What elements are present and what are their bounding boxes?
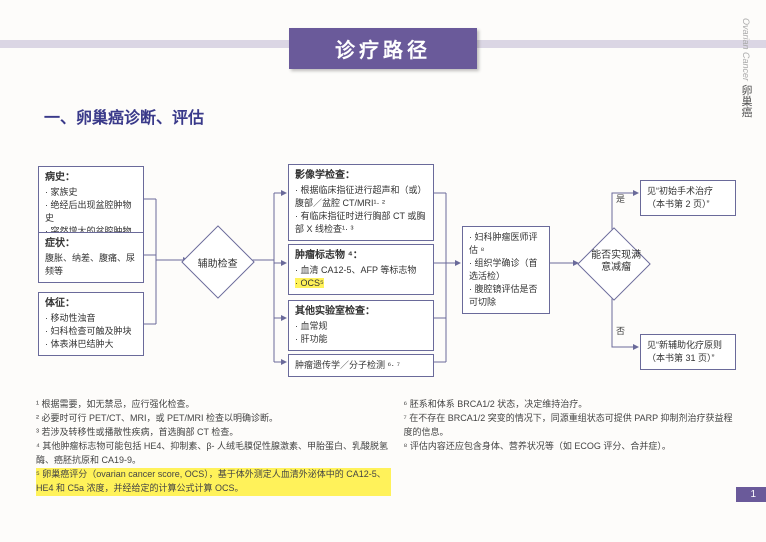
side-label: Ovarian Cancer 卵巢癌 [738,18,754,117]
section-title: 一、卵巢癌诊断、评估 [44,104,204,128]
page-title: 诊疗路径 [335,40,431,62]
decision-label: 能否实现满意减瘤 [591,250,641,274]
node-signs: 体征： · 移动性浊音 · 妇科检查可触及肿块 · 体表淋巴结肿大 [38,292,144,356]
node-out-no: 见“新辅助化疗原则（本书第 31 页）” [640,334,736,370]
side-cn: 卵巢癌 [740,84,752,117]
page-title-bar: 诊疗路径 [289,28,477,69]
imaging-i0: · 根据临床指征进行超声和（或）腹部／盆腔 CT/MRI¹· ² [295,184,427,210]
markers-i1-hl: · OCS⁵ [295,278,324,288]
history-i1: · 绝经后出现盆腔肿物史 [45,199,137,225]
node-symptoms: 症状： 腹胀、纳差、腹痛、尿频等 [38,232,144,283]
footnotes-right: ⁶ 胚系和体系 BRCA1/2 状态，决定维持治疗。 ⁷ 在不存在 BRCA1/… [404,398,734,454]
fn-r1: ⁷ 在不存在 BRCA1/2 突变的情况下，同源重组状态可提供 PARP 抑制剂… [404,412,734,440]
fn-l1: ² 必要时可行 PET/CT、MRI，或 PET/MRI 检查以明确诊断。 [36,412,391,426]
node-markers: 肿瘤标志物 ⁴： · 血清 CA12-5、AFP 等标志物 · OCS⁵ [288,244,434,295]
signs-title: 体征： [45,297,137,312]
markers-i1: · OCS⁵ [295,277,427,290]
fn-r0: ⁶ 胚系和体系 BRCA1/2 状态，决定维持治疗。 [404,398,734,412]
imaging-i1: · 有临床指征时进行胸部 CT 或胸部 X 线检查¹· ³ [295,210,427,236]
node-aux-diamond: 辅助检查 [181,225,255,299]
page-number-tab: 1 [736,487,766,502]
eval-i2: · 腹腔镜评估是否可切除 [469,283,543,309]
eval-i0: · 妇科肿瘤医师评估 ⁸ [469,231,543,257]
fn-l-hl: ⁵ 卵巢癌评分（ovarian cancer score, OCS），基于体外测… [36,468,391,496]
node-genetics: 肿瘤遗传学／分子检测 ⁶· ⁷ [288,354,434,377]
markers-i0: · 血清 CA12-5、AFP 等标志物 [295,264,427,277]
node-decision-diamond: 能否实现满意减瘤 [577,227,651,301]
node-out-yes: 见“初始手术治疗（本书第 2 页）” [640,180,736,216]
fn-l0: ¹ 根据需要，如无禁忌，应行强化检查。 [36,398,391,412]
footnotes: ¹ 根据需要，如无禁忌，应行强化检查。 ² 必要时可行 PET/CT、MRI，或… [36,398,736,496]
labs-i0: · 血常规 [295,320,427,333]
labs-i1: · 肝功能 [295,333,427,346]
aux-label: 辅助检查 [195,255,241,270]
imaging-title: 影像学检查： [295,169,427,184]
node-imaging: 影像学检查： · 根据临床指征进行超声和（或）腹部／盆腔 CT/MRI¹· ² … [288,164,434,241]
labs-title: 其他实验室检查： [295,305,427,320]
eval-i1: · 组织学确诊（首选活检） [469,257,543,283]
label-no: 否 [616,324,625,337]
fn-r2: ⁸ 评估内容还应包含身体、营养状况等（如 ECOG 评分、合并症）。 [404,440,734,454]
node-eval: · 妇科肿瘤医师评估 ⁸ · 组织学确诊（首选活检） · 腹腔镜评估是否可切除 [462,226,550,314]
node-labs: 其他实验室检查： · 血常规 · 肝功能 [288,300,434,351]
side-en: Ovarian Cancer [741,18,751,81]
label-yes: 是 [616,192,625,205]
markers-title: 肿瘤标志物 ⁴： [295,249,427,264]
history-i0: · 家族史 [45,186,137,199]
signs-i0: · 移动性浊音 [45,312,137,325]
history-title: 病史： [45,171,137,186]
symptoms-title: 症状： [45,237,137,252]
signs-i1: · 妇科检查可触及肿块 [45,325,137,338]
symptoms-i0: 腹胀、纳差、腹痛、尿频等 [45,252,137,278]
signs-i2: · 体表淋巴结肿大 [45,338,137,351]
fn-l3: ⁴ 其他肿瘤标志物可能包括 HE4、抑制素、β- 人绒毛膜促性腺激素、甲胎蛋白、… [36,440,391,468]
fn-l2: ³ 若涉及转移性或播散性疾病，首选胸部 CT 检查。 [36,426,391,440]
footnotes-left: ¹ 根据需要，如无禁忌，应行强化检查。 ² 必要时可行 PET/CT、MRI，或… [36,398,391,496]
